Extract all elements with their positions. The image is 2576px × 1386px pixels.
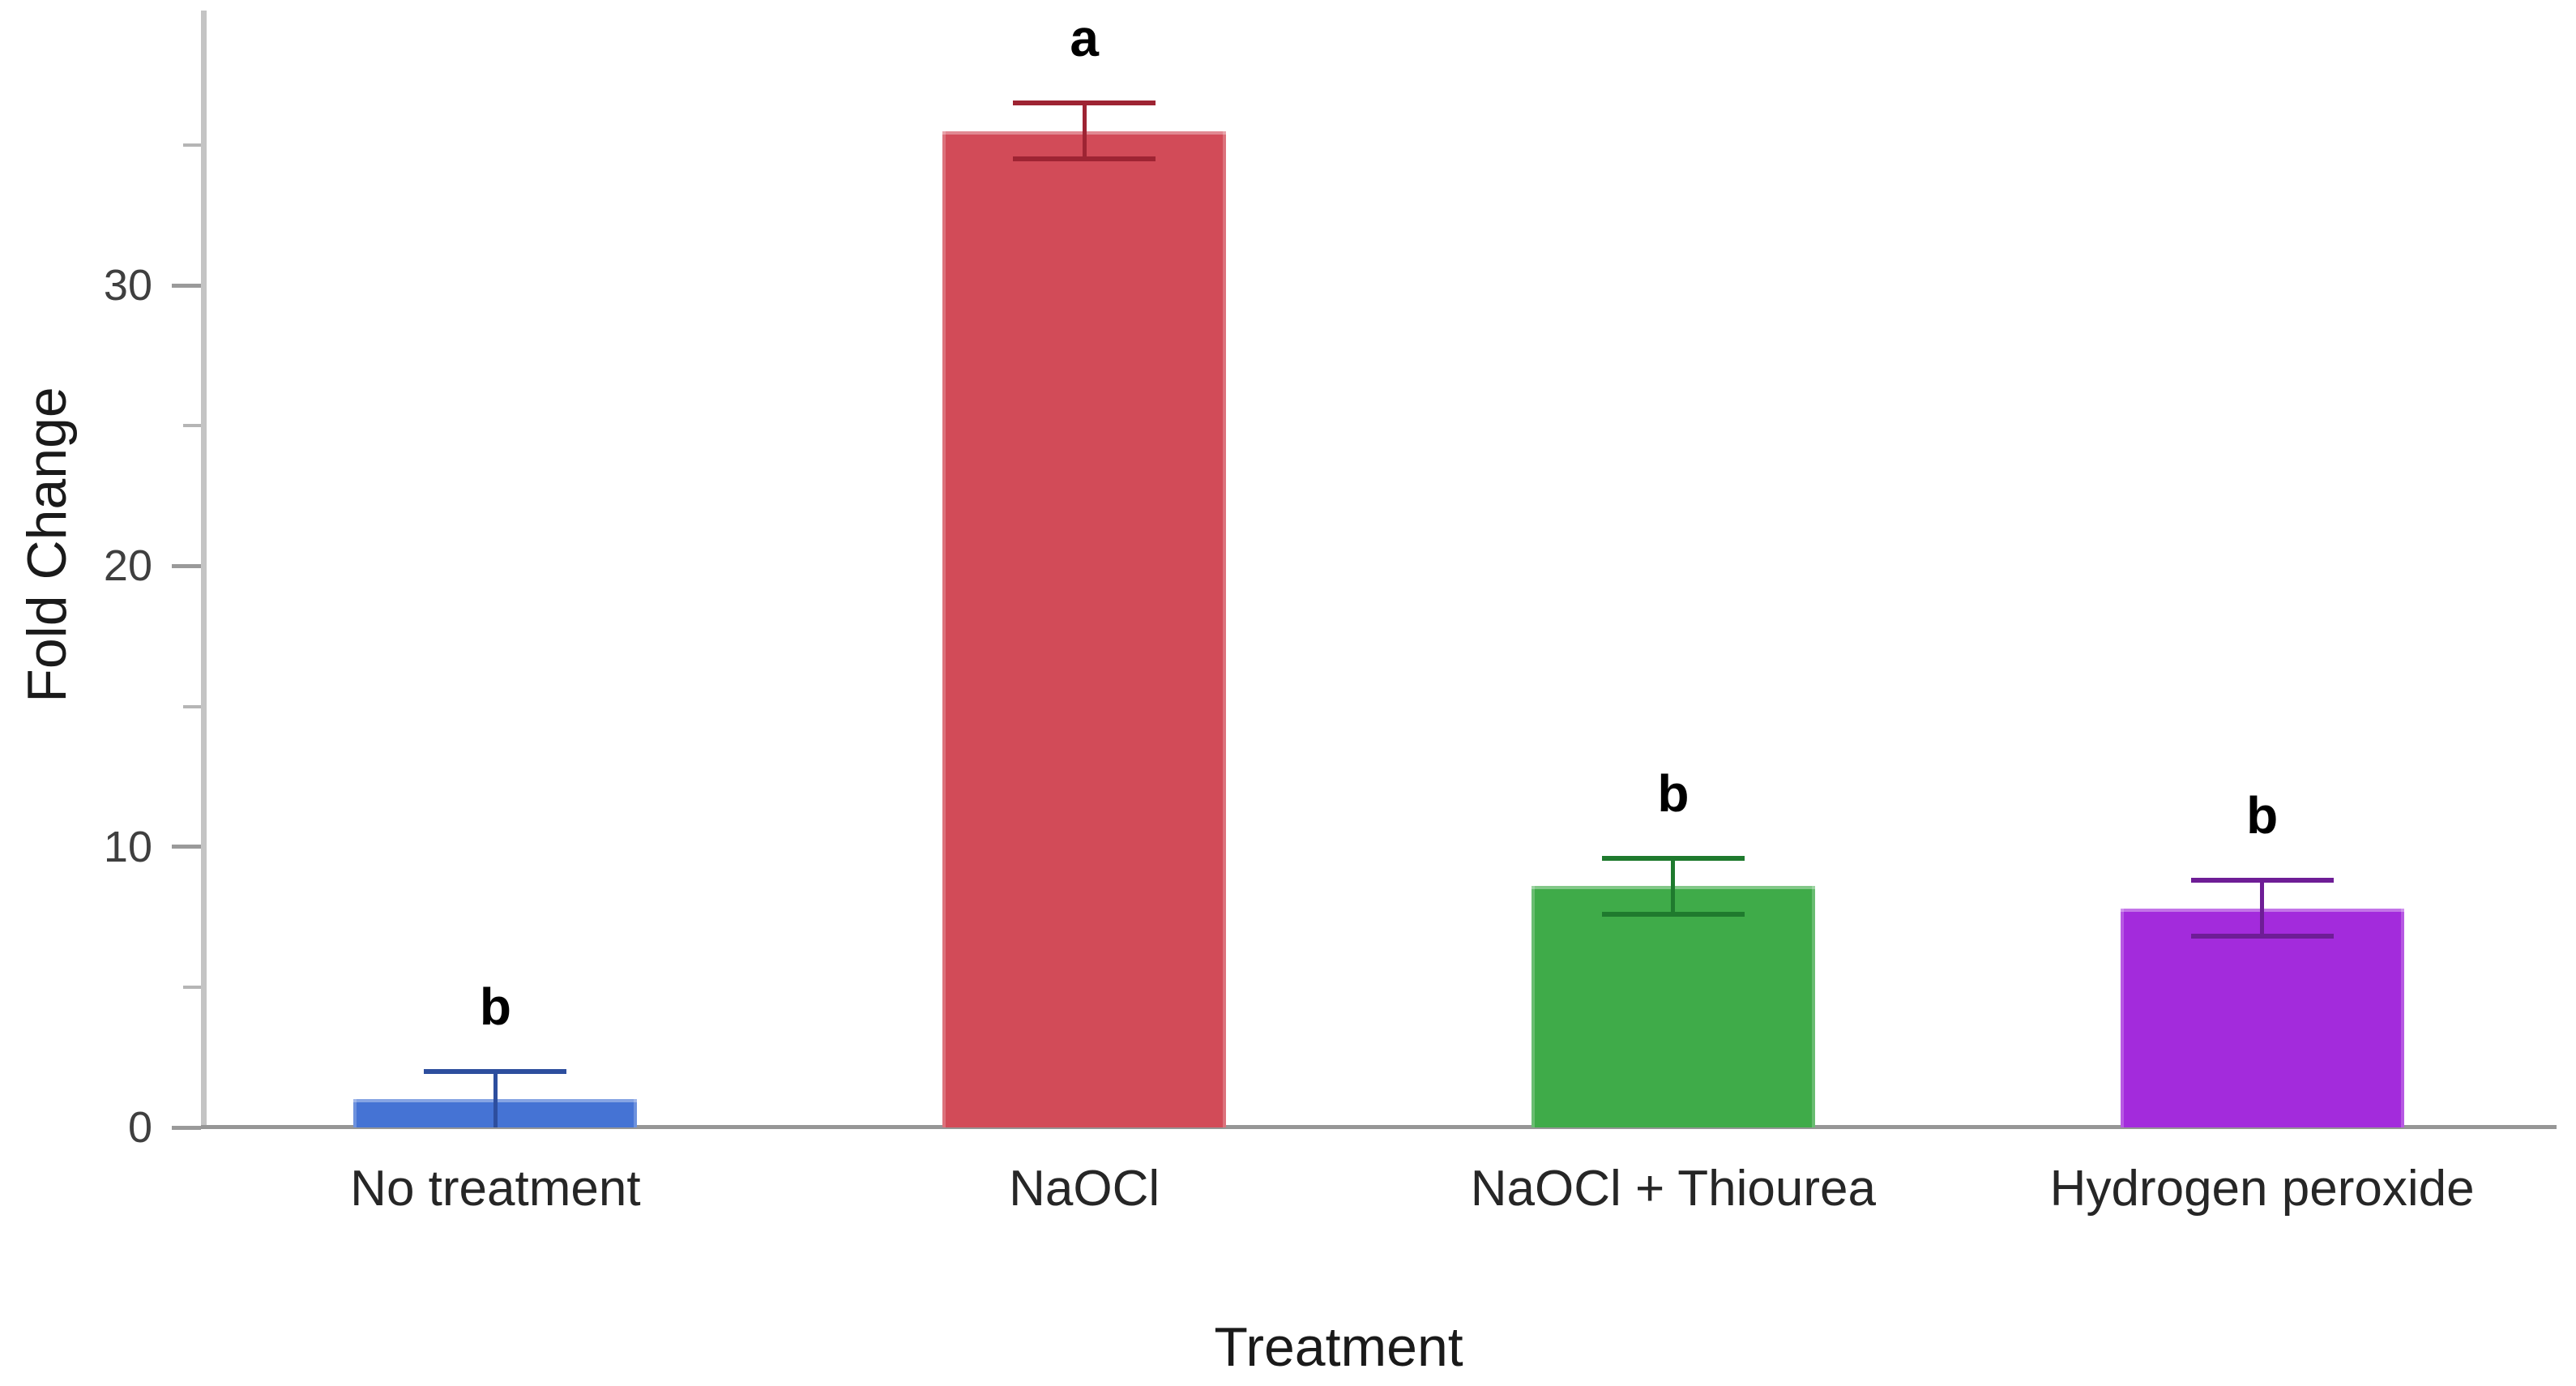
y-axis-minor-tick [183, 704, 201, 708]
error-bar-cap-top-no-treatment [424, 1068, 567, 1074]
y-axis-minor-tick [183, 143, 201, 147]
significance-letter-naocl: a [1070, 8, 1099, 67]
y-axis-major-tick [172, 563, 201, 568]
y-tick-label: 0 [127, 1103, 152, 1152]
bar-naocl [942, 130, 1227, 1127]
bar-naocl-thiourea [1531, 886, 1815, 1127]
y-axis-major-tick [172, 283, 201, 288]
y-axis-major-tick [172, 1125, 201, 1130]
error-bar-line-naocl-thiourea [1671, 858, 1676, 914]
error-bar-cap-bottom-naocl-thiourea [1601, 911, 1745, 917]
y-axis-major-tick [172, 845, 201, 849]
significance-letter-naocl-thiourea: b [1657, 764, 1690, 823]
error-bar-cap-bottom-naocl [1013, 156, 1156, 162]
x-category-label-hydrogen-peroxide: Hydrogen peroxide [2049, 1161, 2475, 1217]
x-category-label-naocl: NaOCl [1009, 1161, 1160, 1217]
error-bar-line-naocl [1082, 102, 1087, 160]
y-axis-minor-tick [183, 424, 201, 428]
y-axis-minor-tick [183, 985, 201, 989]
y-axis-line [201, 11, 207, 1127]
error-bar-cap-top-naocl [1013, 100, 1156, 105]
x-category-label-no-treatment: No treatment [350, 1161, 641, 1217]
x-axis-title: Treatment [1214, 1316, 1463, 1378]
y-tick-label: 30 [103, 261, 152, 310]
significance-letter-hydrogen-peroxide: b [2246, 786, 2279, 845]
error-bar-cap-top-naocl-thiourea [1601, 855, 1745, 861]
significance-letter-no-treatment: b [479, 977, 511, 1036]
error-bar-cap-bottom-hydrogen-peroxide [2190, 934, 2334, 939]
x-axis-line [201, 1125, 2557, 1129]
error-bar-line-no-treatment [493, 1071, 498, 1127]
y-tick-label: 10 [103, 822, 152, 871]
error-bar-line-hydrogen-peroxide [2260, 880, 2265, 937]
error-bar-cap-top-hydrogen-peroxide [2190, 878, 2334, 883]
y-tick-label: 20 [103, 541, 152, 591]
x-category-label-naocl-thiourea: NaOCl + Thiourea [1470, 1161, 1877, 1217]
bar-hydrogen-peroxide [2120, 908, 2404, 1127]
